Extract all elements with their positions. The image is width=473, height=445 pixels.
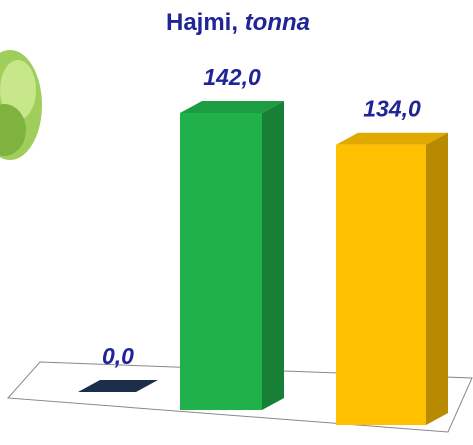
bar-side [426,133,448,425]
bar-side [262,101,284,410]
chart: Hajmi, tonna 0,0 142,0 134,0 [0,0,473,445]
value-label: 142,0 [203,64,261,90]
title-unit: tonna [245,9,310,36]
value-label: 134,0 [363,96,421,122]
chart-title: Hajmi, tonna [166,9,310,36]
value-label: 0,0 [102,343,134,369]
bar [180,113,262,410]
lettuce-decoration [0,50,42,160]
bar [336,145,426,425]
title-text: Hajmi, [166,9,238,36]
